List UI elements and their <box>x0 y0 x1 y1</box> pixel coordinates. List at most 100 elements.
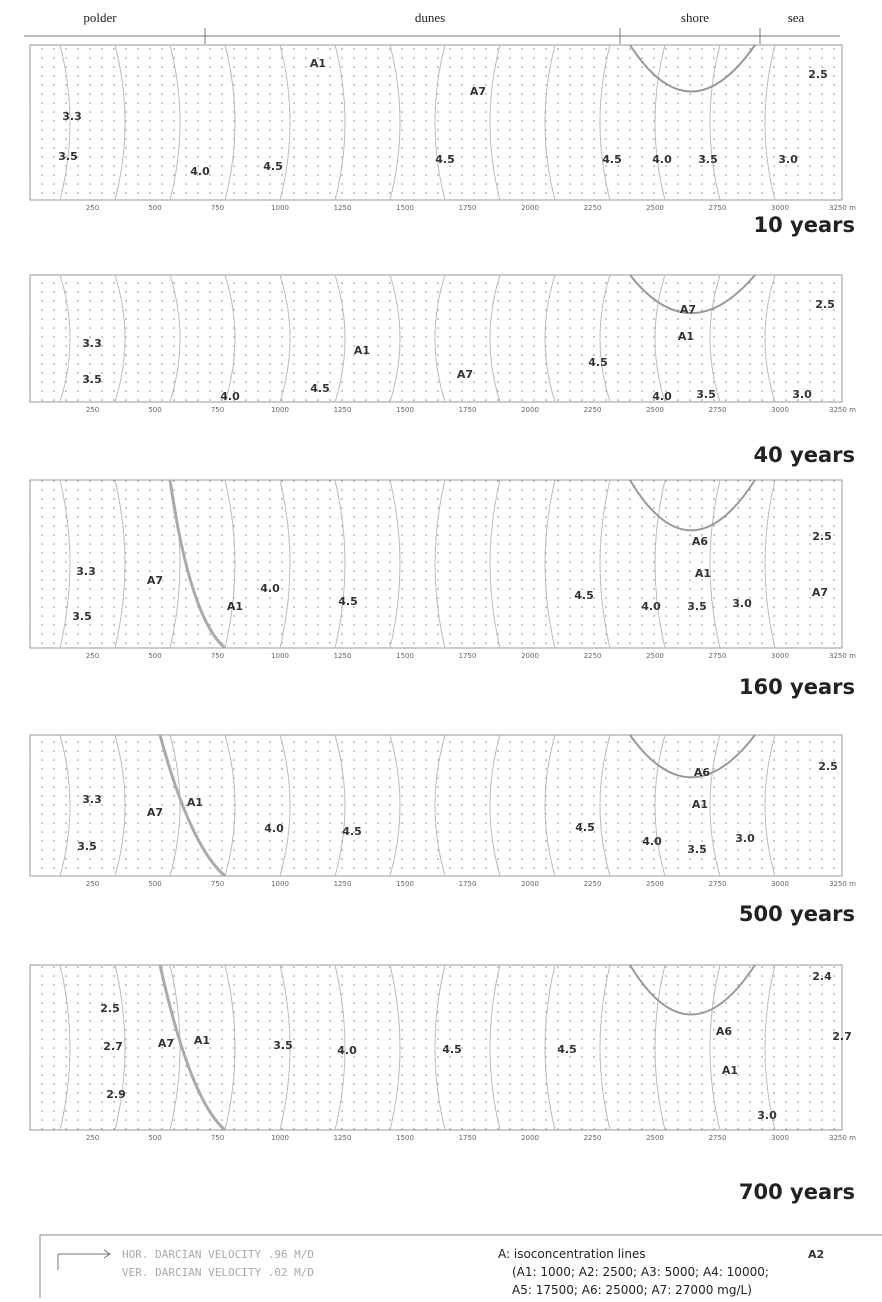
contour-label: 3.3 <box>82 793 102 806</box>
contour <box>654 734 666 877</box>
contour <box>279 44 291 201</box>
contour-label: 3.0 <box>735 832 755 845</box>
contour-label: 2.5 <box>818 760 838 773</box>
contour-label: A6 <box>694 766 711 779</box>
contour-label: 3.5 <box>698 153 718 166</box>
contour <box>389 44 401 201</box>
x-tick-label: 2500 <box>646 880 664 888</box>
contour <box>169 964 181 1131</box>
x-tick-label: 2750 <box>709 880 727 888</box>
contour-label: A7 <box>470 85 486 98</box>
x-tick-label: 3250 m <box>829 204 856 212</box>
x-tick-label: 3000 <box>771 652 789 660</box>
x-tick-label: 1250 <box>334 1134 352 1142</box>
contour <box>434 479 446 649</box>
panel-field <box>29 274 843 403</box>
salt-wedge <box>629 964 756 1016</box>
contour-label: 4.5 <box>263 160 283 173</box>
panel-field <box>29 964 843 1131</box>
contour <box>434 734 446 877</box>
contour-label: 2.5 <box>815 298 835 311</box>
region-label: shore <box>681 10 709 25</box>
contour-label: 3.5 <box>687 600 707 613</box>
legend-text: HOR. DARCIAN VELOCITY .96 M/D <box>122 1248 314 1261</box>
contour <box>599 44 611 201</box>
contour-label: 2.7 <box>103 1040 123 1053</box>
x-tick-label: 1750 <box>459 880 477 888</box>
x-tick-label: 2500 <box>646 406 664 414</box>
contour-label: A7 <box>457 368 473 381</box>
contour-label: A1 <box>194 1034 210 1047</box>
contour <box>764 44 776 201</box>
contour <box>544 734 556 877</box>
contour <box>59 479 71 649</box>
contour <box>334 964 346 1131</box>
contour <box>709 274 721 403</box>
contour <box>224 964 236 1131</box>
x-tick-label: 2750 <box>709 652 727 660</box>
x-tick-label: 2250 <box>584 406 602 414</box>
contour-label: 2.4 <box>812 970 832 983</box>
x-tick-label: 250 <box>86 204 99 212</box>
contour <box>59 44 71 201</box>
contour-label: A1 <box>354 344 370 357</box>
legend-example: A2 <box>808 1248 824 1261</box>
contour-label: 4.5 <box>310 382 330 395</box>
contour <box>599 734 611 877</box>
contour <box>59 734 71 877</box>
panel-title: 500 years <box>739 902 855 926</box>
x-tick-label: 500 <box>148 1134 161 1142</box>
legend-text: A5: 17500; A6: 25000; A7: 27000 mg/L) <box>512 1283 752 1297</box>
contour-label: 2.5 <box>812 530 832 543</box>
contour-label: A7 <box>147 574 163 587</box>
contour-label: 3.0 <box>757 1109 777 1122</box>
contour <box>709 964 721 1131</box>
salt-wedge <box>629 44 756 93</box>
contour-label: A7 <box>147 806 163 819</box>
x-tick-label: 2000 <box>521 406 539 414</box>
contour-label: 4.5 <box>338 595 358 608</box>
legend-text: A: isoconcentration lines <box>498 1247 646 1261</box>
contour-label: A1 <box>678 330 694 343</box>
contour <box>224 734 236 877</box>
contour-label: 3.5 <box>273 1039 293 1052</box>
contour-label: 3.5 <box>77 840 97 853</box>
contour <box>169 274 181 403</box>
x-tick-label: 2750 <box>709 406 727 414</box>
salt-wedge <box>629 274 756 315</box>
panel-field <box>29 44 843 201</box>
contour-label: 3.5 <box>58 150 78 163</box>
panel-title: 700 years <box>739 1180 855 1204</box>
contour-label: A7 <box>158 1037 174 1050</box>
contour-label: A1 <box>310 57 326 70</box>
contour <box>764 479 776 649</box>
region-label: sea <box>788 10 805 25</box>
x-tick-label: 750 <box>211 406 224 414</box>
x-tick-label: 1500 <box>396 1134 414 1142</box>
x-tick-label: 3250 m <box>829 652 856 660</box>
contour-label: 3.5 <box>687 843 707 856</box>
contour <box>224 479 236 649</box>
x-tick-label: 1750 <box>459 1134 477 1142</box>
contour <box>279 274 291 403</box>
contour-label: 4.0 <box>190 165 210 178</box>
contour <box>434 274 446 403</box>
x-tick-label: 1750 <box>459 204 477 212</box>
panel-title: 10 years <box>754 213 856 237</box>
panel-title: 40 years <box>754 443 856 467</box>
contour-label: 3.0 <box>778 153 798 166</box>
x-tick-label: 250 <box>86 1134 99 1142</box>
x-tick-label: 750 <box>211 652 224 660</box>
contour <box>599 479 611 649</box>
region-label: dunes <box>415 10 445 25</box>
contour <box>59 274 71 403</box>
contour-label: 4.0 <box>652 153 672 166</box>
legend-box <box>39 1234 882 1302</box>
contour-label: A1 <box>187 796 203 809</box>
contour <box>334 274 346 403</box>
contour <box>544 44 556 201</box>
salt-wedge <box>629 479 756 532</box>
contour <box>389 964 401 1131</box>
contour-label: 3.3 <box>76 565 96 578</box>
x-tick-label: 1250 <box>334 204 352 212</box>
